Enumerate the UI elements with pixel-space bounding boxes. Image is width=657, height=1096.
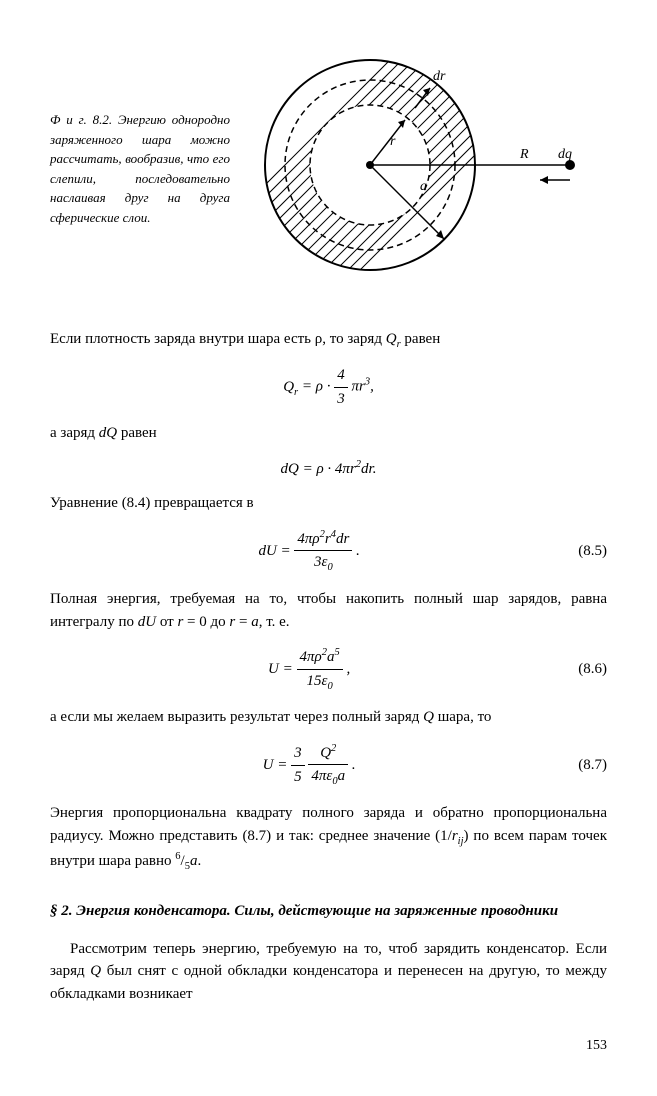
para-4: Полная энергия, требуемая на то, чтобы н… — [50, 588, 607, 633]
figure-block: Ф и г. 8.2. Энергию однородно заряженног… — [50, 40, 607, 298]
eqnum-4: (8.6) — [578, 658, 607, 681]
figure-diagram: dr r a R dq — [240, 40, 607, 298]
para-1: Если плотность заряда внутри шара есть ρ… — [50, 328, 607, 353]
label-R: R — [519, 147, 529, 162]
para-2: а заряд dQ равен — [50, 422, 607, 445]
para-3: Уравнение (8.4) превращается в — [50, 492, 607, 515]
label-dq: dq — [558, 147, 572, 162]
eqnum-5: (8.7) — [578, 754, 607, 777]
para-6: Энергия пропорциональна квадрату полного… — [50, 802, 607, 875]
para-7: Рассмотрим теперь энергию, требуемую на … — [50, 938, 607, 1006]
label-dr: dr — [433, 69, 446, 84]
equation-5: U = 35 Q24πε0a . (8.7) — [50, 741, 607, 790]
label-a: a — [420, 179, 427, 194]
equation-1: Qr = ρ · 43 πr3, — [50, 364, 607, 410]
figure-caption: Ф и г. 8.2. Энергию однородно заряженног… — [50, 110, 240, 227]
equation-3: dU = 4πρ2r4dr3ε0 . (8.5) — [50, 527, 607, 576]
page-number: 153 — [50, 1035, 607, 1056]
equation-4: U = 4πρ2a515ε0 , (8.6) — [50, 645, 607, 694]
label-r: r — [390, 134, 396, 149]
equation-2: dQ = ρ · 4πr2dr. — [50, 457, 607, 481]
eqnum-3: (8.5) — [578, 540, 607, 563]
para-5: а если мы желаем выразить результат чере… — [50, 706, 607, 729]
section-heading: § 2. Энергия конденсатора. Силы, действу… — [50, 900, 607, 923]
